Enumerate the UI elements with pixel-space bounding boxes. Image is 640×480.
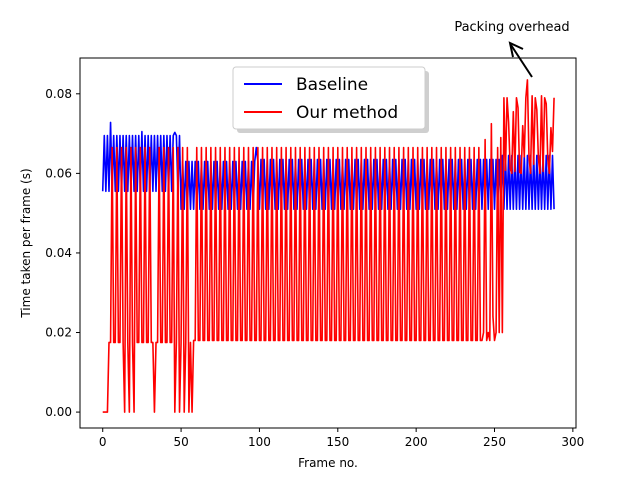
y-axis-ticks: 0.00 0.02 0.04 0.06 0.08 [45, 87, 80, 419]
y-tick-label: 0.06 [45, 166, 72, 180]
y-tick-label: 0.04 [45, 246, 72, 260]
y-tick-label: 0.00 [45, 405, 72, 419]
x-tick-label: 300 [561, 435, 584, 449]
x-tick-label: 150 [326, 435, 349, 449]
axes-frame [79, 57, 577, 429]
x-axis-label: Frame no. [298, 456, 358, 470]
x-tick-label: 50 [173, 435, 188, 449]
legend-label-our-method: Our method [296, 103, 398, 123]
y-tick-label: 0.02 [45, 326, 72, 340]
annotation: Packing overhead [454, 20, 570, 78]
legend-label-baseline: Baseline [296, 75, 368, 95]
y-tick-label: 0.08 [45, 87, 72, 101]
x-axis-ticks: 0 50 100 150 200 250 300 [99, 428, 584, 449]
x-tick-label: 100 [248, 435, 271, 449]
annotation-text: Packing overhead [454, 20, 569, 35]
legend: Baseline Our method [232, 66, 429, 133]
x-tick-label: 200 [405, 435, 428, 449]
our-method-line [102, 79, 555, 413]
annotation-arrow-shaft [510, 44, 533, 78]
y-axis-label: Time taken per frame (s) [19, 168, 33, 318]
annotation-arrow-head [508, 41, 524, 58]
plot-series-group [101, 79, 555, 413]
legend-box [232, 66, 426, 130]
x-tick-label: 0 [99, 435, 107, 449]
x-tick-label: 250 [483, 435, 506, 449]
